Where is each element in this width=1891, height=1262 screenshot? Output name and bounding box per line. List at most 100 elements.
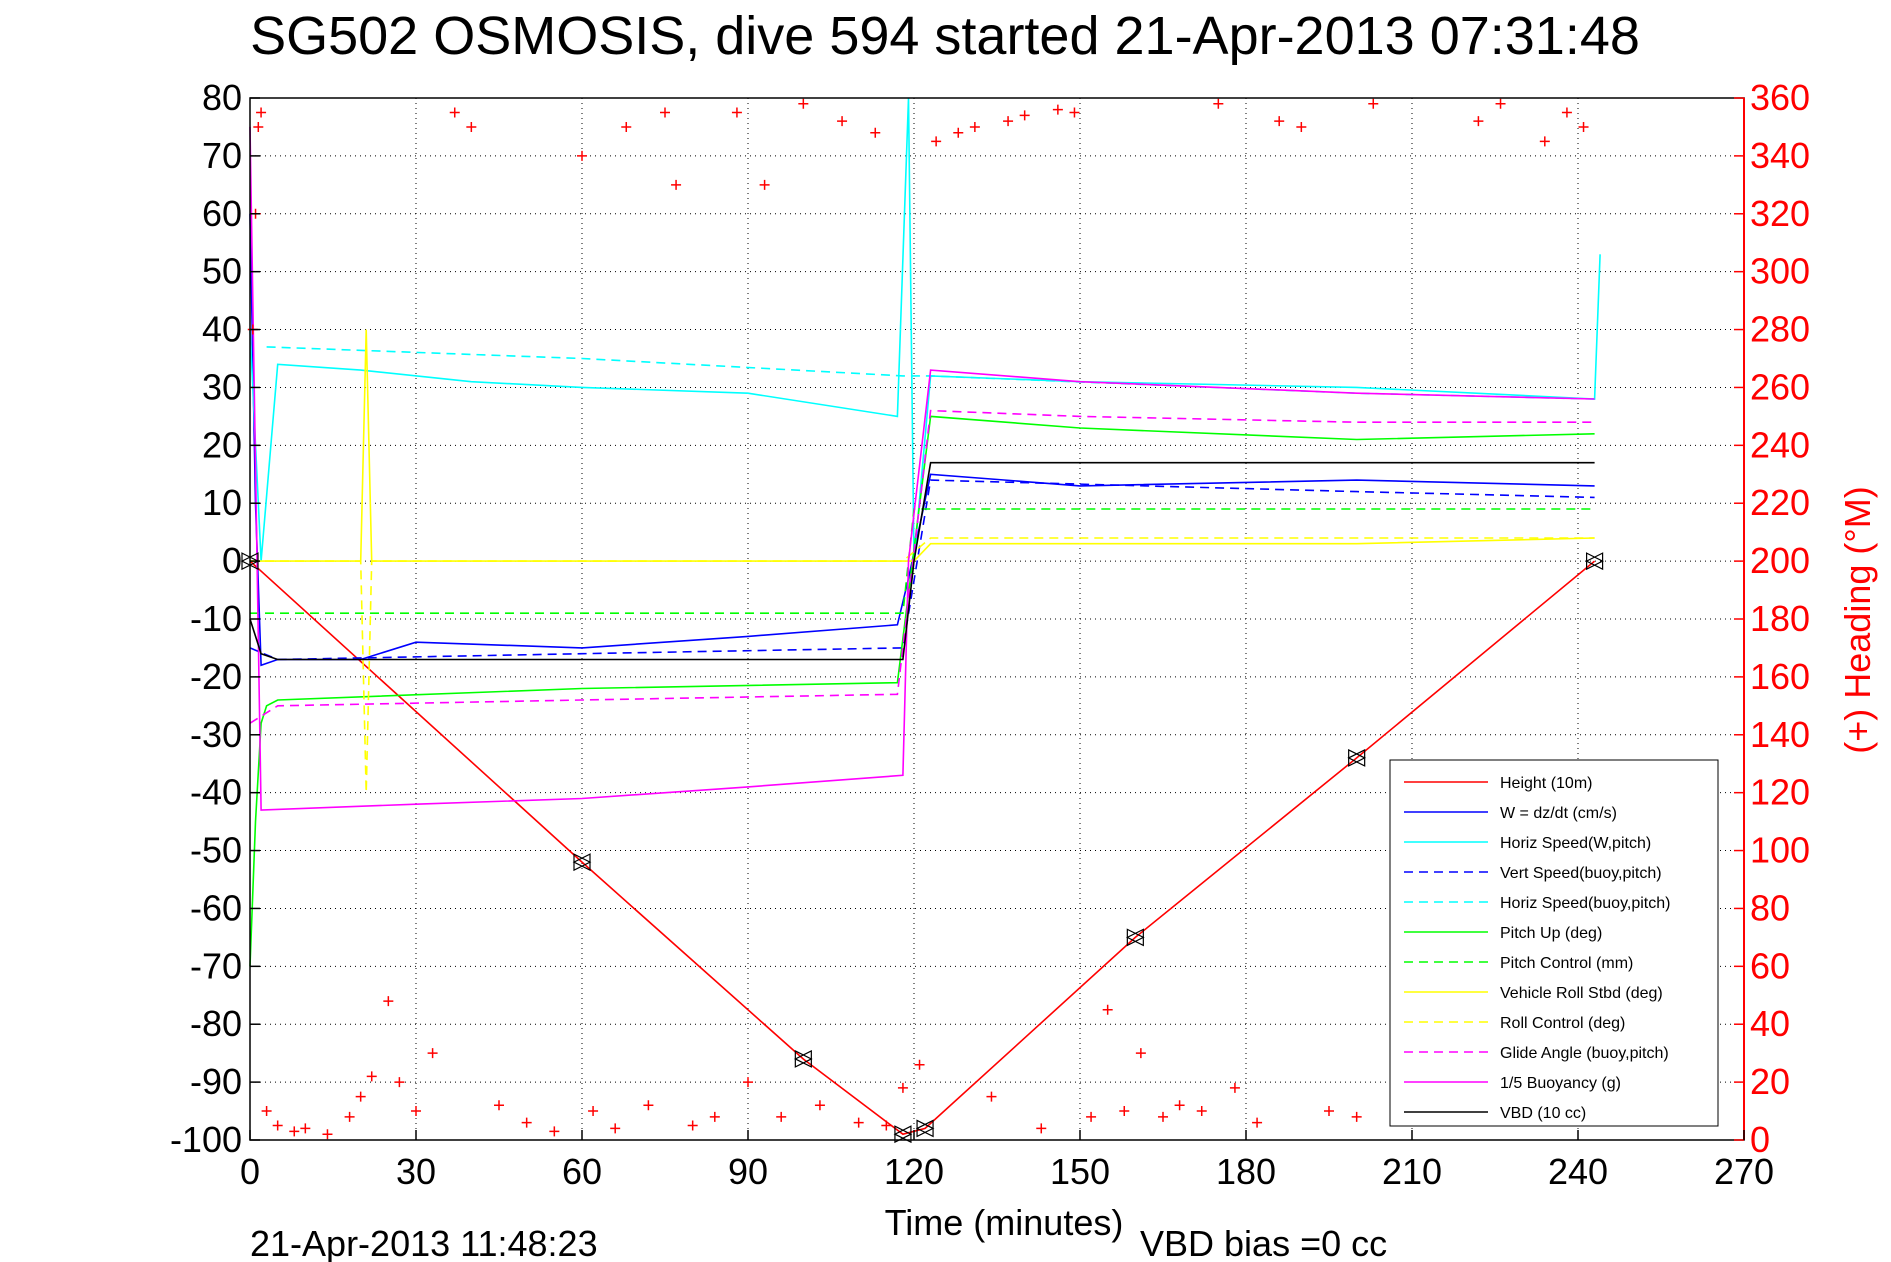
y-right-tick-label: 120 <box>1750 772 1810 813</box>
heading-point <box>969 121 980 132</box>
y-tick-label: 20 <box>202 424 242 465</box>
heading-point <box>1069 107 1080 118</box>
heading-point <box>1135 1048 1146 1059</box>
heading-point <box>366 1071 377 1082</box>
heading-point <box>1036 1123 1047 1134</box>
heading-point <box>1158 1111 1168 1122</box>
y-right-tick-label: 100 <box>1750 830 1810 871</box>
legend-label: W = dz/dt (cm/s) <box>1500 805 1617 822</box>
height-marker <box>893 1125 912 1144</box>
height-marker <box>1125 928 1144 947</box>
height-marker <box>793 1049 812 1068</box>
y-tick-label: 40 <box>202 309 242 350</box>
heading-point <box>1561 107 1572 118</box>
heading-point <box>344 1111 355 1122</box>
heading-point <box>953 127 964 138</box>
heading-point <box>1252 1117 1263 1128</box>
heading-point <box>1368 98 1379 109</box>
legend-label: Horiz Speed(buoy,pitch) <box>1500 895 1670 912</box>
heading-point <box>1539 136 1550 147</box>
heading-point <box>300 1123 311 1134</box>
heading-point <box>1019 110 1030 121</box>
heading-point <box>986 1091 997 1102</box>
legend-label: VBD (10 cc) <box>1500 1105 1586 1122</box>
y-right-tick-label: 360 <box>1750 77 1810 118</box>
heading-point <box>643 1100 654 1111</box>
heading-point <box>709 1111 720 1122</box>
heading-point <box>383 996 394 1007</box>
heading-point <box>1052 104 1063 115</box>
y-right-tick-label: 80 <box>1750 887 1790 928</box>
heading-point <box>322 1129 333 1140</box>
heading-point <box>494 1100 504 1111</box>
y-right-tick-label: 220 <box>1750 482 1810 523</box>
heading-point <box>1578 121 1589 132</box>
heading-point <box>931 136 942 147</box>
y-tick-label: 60 <box>202 193 242 234</box>
heading-point <box>1174 1100 1185 1111</box>
heading-point <box>671 179 682 190</box>
legend-label: Horiz Speed(W,pitch) <box>1500 835 1651 852</box>
y-right-tick-label: 140 <box>1750 714 1810 755</box>
heading-point <box>253 121 264 132</box>
x-tick-label: 180 <box>1216 1151 1276 1192</box>
y-tick-label: -100 <box>170 1119 242 1160</box>
heading-point <box>798 98 809 109</box>
heading-point <box>881 1120 892 1131</box>
heading-point <box>1473 116 1484 127</box>
y-right-tick-label: 200 <box>1750 540 1810 581</box>
y-right-tick-label: 20 <box>1750 1061 1790 1102</box>
legend-label: Vert Speed(buoy,pitch) <box>1500 865 1662 882</box>
legend-box <box>1389 759 1719 1127</box>
height-marker <box>1585 552 1604 571</box>
x-axis-label: Time (minutes) <box>885 1202 1124 1243</box>
series-line <box>249 409 1595 724</box>
heading-point <box>776 1111 787 1122</box>
heading-point <box>837 116 848 127</box>
y-right-tick-label: 320 <box>1750 193 1810 234</box>
heading-point <box>577 150 587 161</box>
height-marker <box>1347 748 1366 767</box>
x-tick-label: 120 <box>884 1151 944 1192</box>
heading-point <box>660 107 670 118</box>
y-right-tick-label: 240 <box>1750 424 1810 465</box>
heading-point <box>355 1091 366 1102</box>
heading-scatter <box>247 98 1589 1140</box>
x-tick-label: 270 <box>1714 1151 1774 1192</box>
height-marker <box>915 1119 934 1138</box>
y-tick-label: -70 <box>190 945 242 986</box>
heading-point <box>549 1126 560 1137</box>
y-tick-label: -90 <box>190 1061 242 1102</box>
series-line <box>249 479 1595 661</box>
heading-point <box>588 1106 599 1117</box>
y-tick-label: 50 <box>202 251 242 292</box>
y-right-tick-label: 40 <box>1750 1003 1790 1044</box>
heading-point <box>521 1117 532 1128</box>
heading-point <box>897 1082 908 1093</box>
y-tick-label: 30 <box>202 366 242 407</box>
heading-point <box>743 1077 753 1088</box>
y-right-tick-label: 180 <box>1750 598 1810 639</box>
heading-point <box>1296 121 1307 132</box>
heading-point <box>870 127 881 138</box>
y-right-tick-label: 300 <box>1750 251 1810 292</box>
heading-point <box>1274 116 1285 127</box>
heading-point <box>256 107 267 118</box>
x-tick-label: 210 <box>1382 1151 1442 1192</box>
series-line <box>249 461 1595 661</box>
heading-point <box>466 121 477 132</box>
legend-label: 1/5 Buoyancy (g) <box>1500 1075 1621 1092</box>
height-markers <box>240 552 1604 1144</box>
legend-label: Height (10m) <box>1500 775 1592 792</box>
heading-point <box>914 1059 925 1070</box>
heading-point <box>449 107 460 118</box>
legend-label: Roll Control (deg) <box>1500 1015 1625 1032</box>
y-right-tick-label: 260 <box>1750 366 1810 407</box>
x-tick-label: 60 <box>562 1151 602 1192</box>
series-line <box>250 537 1595 793</box>
y-axis-right-label: (+) Heading (°M) <box>1837 486 1878 753</box>
y-right-tick-label: 340 <box>1750 135 1810 176</box>
footer-timestamp: 21-Apr-2013 11:48:23 <box>250 1223 598 1262</box>
heading-point <box>261 1106 272 1117</box>
y-right-tick-label: 60 <box>1750 945 1790 986</box>
